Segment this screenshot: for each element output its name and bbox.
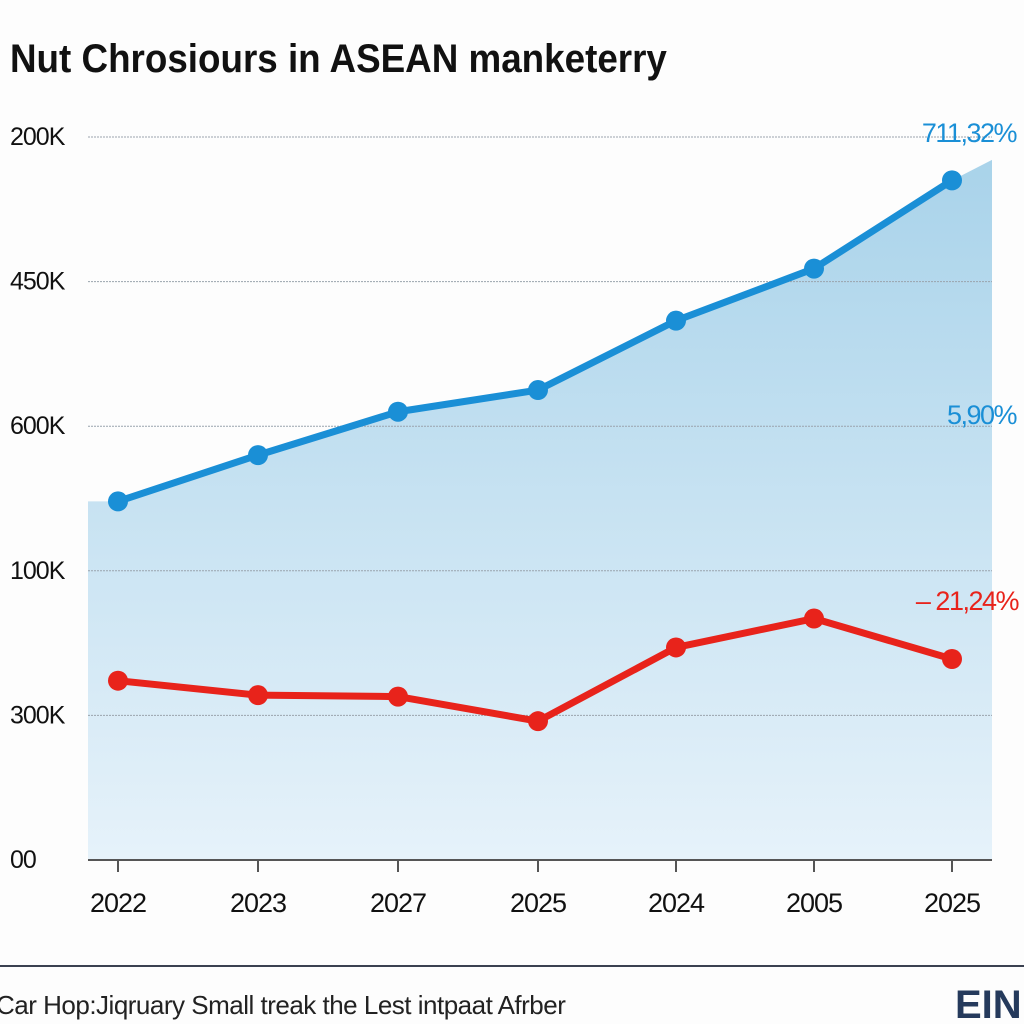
blue-data-point xyxy=(804,258,824,279)
red-end-label: – 21,24% xyxy=(916,586,1020,616)
red-data-point xyxy=(388,686,408,707)
x-tick-label: 2023 xyxy=(230,888,286,918)
x-tick-label: 2025 xyxy=(510,888,566,918)
red-data-point xyxy=(804,608,824,629)
blue-series-area xyxy=(88,159,992,860)
y-tick-label: 100K xyxy=(10,557,66,585)
blue-data-point xyxy=(388,401,408,422)
x-tick-label: 2024 xyxy=(648,888,705,918)
blue-data-point xyxy=(666,310,686,331)
y-tick-label: 600K xyxy=(10,412,66,440)
x-tick-label: 2027 xyxy=(370,888,426,918)
x-tick-label: 2005 xyxy=(786,888,842,918)
red-data-point xyxy=(528,711,548,732)
blue-data-point xyxy=(108,491,128,512)
chart-title: Nut Chrosiours in ASEAN manketerry xyxy=(10,37,667,82)
y-tick-label: 00 xyxy=(10,846,36,874)
blue-end-label: 711,32% xyxy=(922,118,1018,148)
y-tick-label: 200K xyxy=(10,123,66,151)
red-data-point xyxy=(108,670,128,691)
footer-source-text: Car Hop:Jiqruary Small treak the Lest in… xyxy=(0,990,566,1020)
red-data-point xyxy=(942,649,962,670)
blue-data-point xyxy=(528,380,548,401)
x-tick-label: 2025 xyxy=(924,888,980,918)
blue-data-point xyxy=(942,170,962,191)
x-tick-label: 2022 xyxy=(90,888,146,918)
annotation-label: 5,90% xyxy=(947,400,1018,430)
footer-logo: EIN xyxy=(955,983,1022,1024)
y-tick-label: 450K xyxy=(10,268,66,296)
red-data-point xyxy=(248,685,268,706)
blue-data-point xyxy=(248,445,268,466)
y-tick-label: 300K xyxy=(10,701,66,729)
red-data-point xyxy=(666,637,686,658)
